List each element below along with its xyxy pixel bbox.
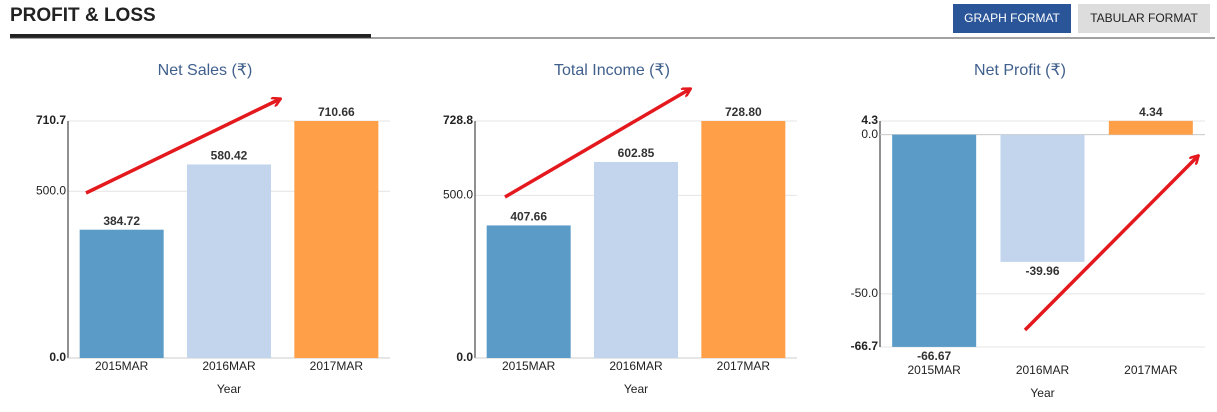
- x-tick-label: 2017MAR: [1124, 363, 1178, 377]
- value-label: -39.96: [1025, 264, 1059, 278]
- x-tick-label: 2015MAR: [907, 363, 961, 377]
- y-tick-label: -66.7: [851, 339, 879, 353]
- y-tick-label: 4.3: [861, 113, 878, 127]
- bar: [1108, 120, 1193, 135]
- x-tick-label: 2016MAR: [202, 359, 256, 373]
- chart-title: Total Income (₹): [554, 62, 670, 79]
- value-label: 602.85: [618, 146, 655, 160]
- x-axis-title: Year: [624, 382, 648, 396]
- x-axis-title: Year: [1030, 386, 1054, 400]
- arrow: [1023, 156, 1198, 332]
- value-label: 407.66: [510, 210, 547, 224]
- bar: [486, 225, 571, 358]
- bar: [79, 229, 164, 358]
- chart-title: Net Sales (₹): [158, 62, 253, 79]
- value-label: 4.34: [1139, 105, 1163, 119]
- y-tick-label: -50.0: [851, 286, 879, 300]
- x-tick-label: 2015MAR: [95, 359, 149, 373]
- bar: [1000, 134, 1085, 262]
- annotations: [85, 89, 1198, 332]
- tabular-format-button[interactable]: [1078, 4, 1210, 33]
- y-tick-label: 710.7: [36, 113, 66, 127]
- x-tick-label: 2015MAR: [502, 359, 556, 373]
- x-axis-title: Year: [217, 382, 241, 396]
- bar: [294, 121, 379, 358]
- chart-title: Net Profit (₹): [974, 62, 1066, 79]
- x-tick-label: 2017MAR: [310, 359, 364, 373]
- y-tick-label: 500.0: [443, 188, 473, 202]
- title-underline: [10, 34, 371, 38]
- value-label: 728.80: [725, 105, 762, 119]
- y-tick-label: 500.0: [36, 183, 66, 197]
- charts: Net Sales (₹) 0.0 500.0 710.7 2015MAR 384.72 2…: [36, 62, 1205, 400]
- value-label: 384.72: [103, 214, 140, 228]
- graph-format-button[interactable]: [953, 4, 1071, 33]
- x-tick-label: 2016MAR: [609, 359, 663, 373]
- graph-format-label[interactable]: GRAPH FORMAT: [964, 11, 1060, 25]
- y-tick-label: 0.0: [861, 127, 878, 141]
- bar: [892, 134, 977, 347]
- x-tick-label: 2016MAR: [1016, 363, 1070, 377]
- bar: [187, 164, 271, 358]
- y-tick-label: 728.8: [443, 113, 473, 127]
- y-tick-label: 0.0: [456, 350, 473, 364]
- bar: [594, 161, 678, 358]
- value-label: 580.42: [211, 149, 248, 163]
- bar: [701, 121, 786, 358]
- y-tick-label: 0.0: [49, 350, 66, 364]
- tabular-format-label[interactable]: TABULAR FORMAT: [1090, 11, 1198, 25]
- value-label: -66.67: [917, 349, 951, 363]
- arrow: [504, 89, 690, 199]
- value-label: 710.66: [318, 105, 355, 119]
- x-tick-label: 2017MAR: [717, 359, 771, 373]
- page-title: PROFIT & LOSS: [10, 5, 156, 26]
- arrow: [85, 99, 280, 195]
